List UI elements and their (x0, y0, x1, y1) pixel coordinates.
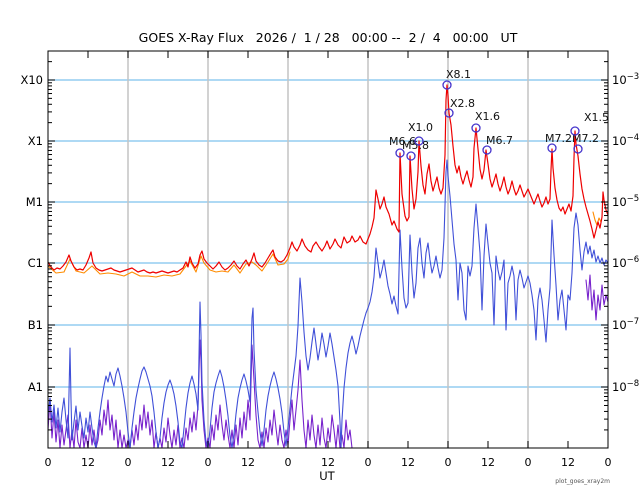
flare-marker-X2.8 (444, 108, 454, 118)
chart-title: GOES X-Ray Flux 2026 / 1 / 28 00:00 -- 2… (138, 30, 518, 45)
flare-label-X8.1: X8.1 (446, 68, 471, 81)
y-right-label-1e-3: 10−3 (612, 72, 639, 87)
short-wavelength-primary-trace-0 (48, 159, 608, 448)
y-left-label-A1: A1 (28, 380, 43, 394)
x-tick-label: 0 (365, 456, 372, 469)
series-group (48, 84, 608, 448)
short-wavelength-secondary-trace-1 (585, 274, 608, 321)
plot-border (47, 50, 609, 449)
y-right-label-1e-5: 10−5 (612, 194, 639, 209)
y-left-label-B1: B1 (28, 318, 43, 332)
x-axis-title: UT (319, 469, 335, 483)
x-tick-label: 12 (81, 456, 95, 469)
x-tick-label: 12 (561, 456, 575, 469)
flare-marker-X1.0 (414, 136, 424, 146)
flare-label-M6.6: M6.6 (389, 135, 416, 148)
y-right-label-1e-7: 10−7 (612, 317, 639, 332)
x-tick-label: 12 (401, 456, 415, 469)
flare-label-M7.2: M7.2 (545, 132, 572, 145)
flare-marker-X8.1 (442, 80, 452, 90)
flare-marker-M7.2 (573, 144, 583, 154)
x-tick-label: 12 (241, 456, 255, 469)
x-tick-label: 12 (161, 456, 175, 469)
x-tick-label: 0 (605, 456, 612, 469)
x-tick-label: 0 (285, 456, 292, 469)
short-wavelength-secondary-trace-0 (48, 339, 353, 448)
flare-label-M6.7: M6.7 (486, 134, 513, 147)
flare-marker-M6.6 (395, 148, 405, 158)
y-left-label-X1: X1 (28, 134, 43, 148)
x-tick-label: 0 (125, 456, 132, 469)
x-tick-label: 0 (525, 456, 532, 469)
plot-credit-label: plot_goes_xray2m (555, 478, 610, 485)
x-tick-label: 0 (45, 456, 52, 469)
y-left-label-C1: C1 (28, 256, 43, 270)
y-right-label-1e-8: 10−8 (612, 379, 639, 394)
x-tick-label: 0 (205, 456, 212, 469)
flare-label-X1.5: X1.5 (584, 111, 609, 124)
y-right-label-1e-4: 10−4 (612, 133, 639, 148)
long-wavelength-secondary-trace-1 (592, 211, 602, 226)
flare-marker-X1.5 (570, 126, 580, 136)
y-left-label-M1: M1 (26, 195, 43, 209)
x-tick-label: 0 (445, 456, 452, 469)
x-tick-label: 12 (481, 456, 495, 469)
flare-marker-M5.8 (406, 151, 416, 161)
flare-label-X1.6: X1.6 (475, 110, 500, 123)
flare-label-X2.8: X2.8 (450, 97, 475, 110)
x-tick-label: 12 (321, 456, 335, 469)
flare-label-X1.0: X1.0 (408, 121, 433, 134)
y-right-label-1e-6: 10−6 (612, 255, 639, 270)
long-wavelength-primary-trace-0 (48, 84, 608, 274)
flare-marker-M6.7 (482, 145, 492, 155)
flare-label-M7.2: M7.2 (572, 132, 599, 145)
flare-marker-M7.2 (547, 143, 557, 153)
y-left-label-X10: X10 (20, 73, 43, 87)
long-wavelength-secondary-trace-0 (48, 251, 291, 278)
flare-marker-X1.6 (471, 123, 481, 133)
